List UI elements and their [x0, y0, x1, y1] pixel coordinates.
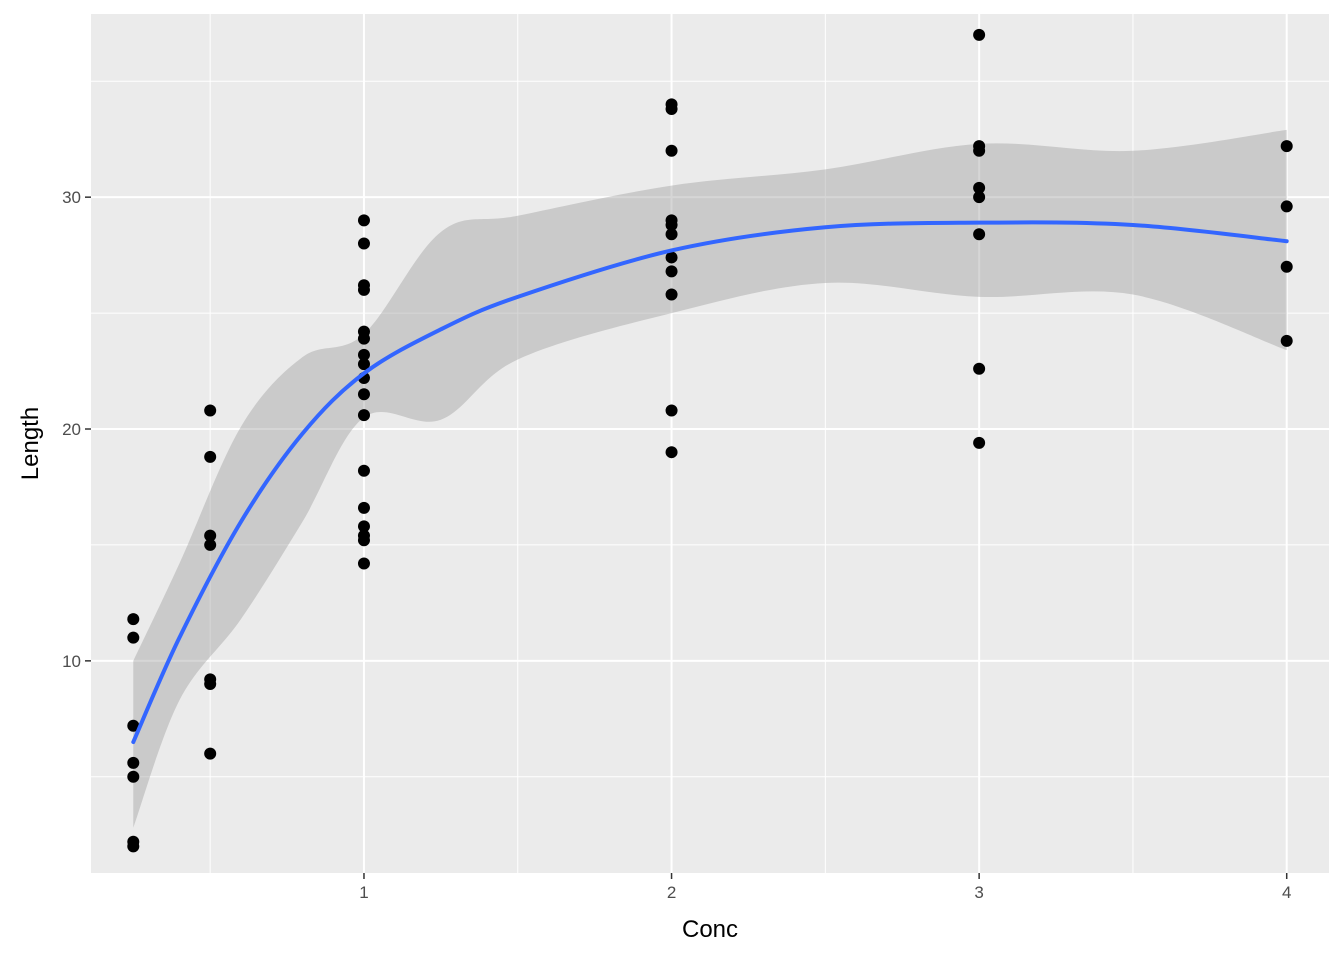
data-point — [973, 28, 986, 41]
data-point — [204, 529, 217, 542]
data-point — [127, 756, 140, 769]
data-point — [973, 362, 986, 375]
data-point — [1280, 200, 1293, 213]
data-point — [127, 631, 140, 644]
smooth-line — [131, 220, 1289, 745]
data-point — [357, 534, 370, 547]
data-point — [973, 144, 986, 157]
confidence-ribbon — [133, 129, 1287, 828]
data-point — [357, 464, 370, 477]
data-point — [357, 520, 370, 533]
data-point — [204, 404, 217, 417]
y-axis: 10 20 30 — [62, 188, 91, 671]
data-point — [665, 218, 678, 231]
plot-panel — [91, 14, 1329, 873]
data-point — [665, 228, 678, 241]
data-point — [204, 747, 217, 760]
data-point — [665, 288, 678, 301]
data-point — [973, 436, 986, 449]
data-point — [204, 450, 217, 463]
data-point — [665, 251, 678, 264]
data-point — [357, 409, 370, 422]
x-axis-title: Conc — [682, 916, 738, 943]
data-point — [665, 144, 678, 157]
data-point — [204, 538, 217, 551]
data-point — [1280, 334, 1293, 347]
data-point — [357, 358, 370, 371]
data-points — [127, 28, 1293, 853]
data-point — [665, 446, 678, 459]
data-point — [973, 181, 986, 194]
data-point — [357, 283, 370, 296]
x-tick-label: 3 — [974, 883, 983, 902]
x-axis: 1 2 3 4 — [359, 873, 1291, 902]
data-point — [973, 228, 986, 241]
data-point — [357, 348, 370, 361]
data-point — [127, 719, 140, 732]
data-point — [1280, 140, 1293, 153]
data-point — [665, 265, 678, 278]
x-tick-label: 4 — [1282, 883, 1291, 902]
data-point — [665, 404, 678, 417]
data-point — [357, 332, 370, 345]
y-axis-title: Length — [17, 407, 44, 480]
data-point — [357, 501, 370, 514]
data-point — [1280, 260, 1293, 273]
y-tick-label: 10 — [62, 652, 81, 671]
y-tick-label: 30 — [62, 188, 81, 207]
x-tick-label: 2 — [667, 883, 676, 902]
data-point — [127, 613, 140, 626]
data-point — [204, 678, 217, 691]
y-tick-label: 20 — [62, 420, 81, 439]
minor-gridlines — [91, 14, 1329, 873]
data-point — [127, 770, 140, 783]
data-point — [357, 388, 370, 401]
data-point — [357, 214, 370, 227]
x-tick-label: 1 — [359, 883, 368, 902]
data-point — [665, 103, 678, 116]
data-point — [127, 840, 140, 853]
data-point — [357, 557, 370, 570]
data-point — [973, 191, 986, 204]
data-point — [357, 237, 370, 250]
